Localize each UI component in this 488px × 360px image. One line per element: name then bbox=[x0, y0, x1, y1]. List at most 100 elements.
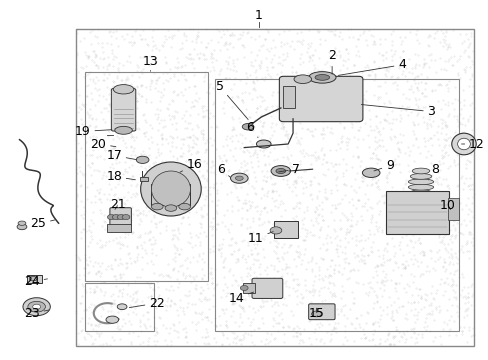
Point bbox=[157, 150, 164, 156]
Point bbox=[128, 72, 136, 78]
Point bbox=[342, 142, 350, 148]
Point bbox=[356, 312, 364, 318]
Point bbox=[174, 91, 182, 97]
Point bbox=[109, 153, 117, 159]
Point bbox=[390, 156, 398, 162]
Point bbox=[437, 153, 445, 158]
Point bbox=[307, 128, 315, 134]
Point bbox=[273, 320, 281, 326]
Point bbox=[262, 55, 270, 61]
Point bbox=[383, 118, 390, 124]
Point bbox=[163, 212, 171, 217]
Point bbox=[327, 161, 335, 166]
Point bbox=[394, 146, 402, 152]
Point bbox=[336, 201, 344, 206]
Point bbox=[270, 203, 278, 209]
Point bbox=[261, 341, 268, 347]
Point bbox=[452, 201, 460, 206]
Point bbox=[409, 299, 417, 305]
Point bbox=[109, 78, 117, 84]
Point bbox=[168, 139, 176, 144]
Point bbox=[240, 170, 248, 175]
Point bbox=[337, 271, 345, 277]
Point bbox=[179, 214, 187, 220]
Point bbox=[124, 231, 132, 237]
Point bbox=[438, 147, 446, 153]
Point bbox=[251, 190, 259, 196]
Point bbox=[133, 302, 141, 307]
Point bbox=[468, 62, 476, 67]
Point bbox=[116, 246, 124, 251]
Point bbox=[468, 214, 476, 220]
Point bbox=[329, 266, 337, 271]
Point bbox=[76, 183, 84, 189]
Point bbox=[161, 123, 168, 129]
Point bbox=[254, 325, 262, 331]
Point bbox=[359, 253, 367, 258]
Point bbox=[458, 87, 466, 93]
Point bbox=[366, 72, 374, 77]
Point bbox=[94, 40, 102, 46]
Point bbox=[397, 228, 405, 234]
Point bbox=[419, 224, 427, 230]
Point bbox=[179, 215, 187, 220]
Point bbox=[409, 131, 417, 137]
Point bbox=[192, 141, 200, 147]
Point bbox=[194, 55, 202, 61]
Point bbox=[373, 279, 381, 285]
Point bbox=[366, 32, 374, 38]
Point bbox=[128, 173, 136, 179]
Point bbox=[273, 302, 281, 308]
Point bbox=[325, 279, 332, 285]
Point bbox=[306, 41, 314, 46]
Point bbox=[147, 218, 155, 224]
Point bbox=[100, 212, 108, 217]
Point bbox=[114, 262, 122, 267]
Point bbox=[268, 64, 276, 70]
Point bbox=[254, 33, 262, 39]
Point bbox=[87, 199, 95, 205]
Point bbox=[426, 113, 433, 118]
Point bbox=[123, 261, 131, 266]
Point bbox=[380, 338, 388, 344]
Point bbox=[445, 134, 453, 140]
Point bbox=[166, 148, 174, 153]
Point bbox=[148, 139, 156, 144]
Point bbox=[240, 149, 247, 154]
Point bbox=[178, 272, 186, 278]
Point bbox=[121, 201, 129, 207]
Point bbox=[139, 239, 147, 244]
Point bbox=[93, 188, 101, 193]
Point bbox=[375, 41, 383, 47]
Text: 9: 9 bbox=[373, 159, 393, 172]
Point bbox=[268, 89, 276, 95]
Point bbox=[466, 33, 473, 39]
Point bbox=[154, 127, 162, 132]
Point bbox=[352, 233, 360, 239]
Point bbox=[246, 225, 254, 230]
Point bbox=[372, 144, 380, 150]
Point bbox=[327, 48, 335, 54]
Point bbox=[331, 321, 339, 327]
Point bbox=[276, 275, 284, 280]
Point bbox=[454, 119, 462, 125]
Point bbox=[156, 271, 164, 276]
Point bbox=[369, 321, 377, 327]
Point bbox=[339, 124, 347, 130]
Point bbox=[298, 217, 305, 222]
Point bbox=[450, 227, 458, 233]
Point bbox=[251, 69, 259, 75]
Point bbox=[165, 112, 173, 118]
Point bbox=[406, 83, 413, 89]
Point bbox=[97, 109, 104, 114]
Point bbox=[135, 54, 143, 60]
Point bbox=[100, 279, 108, 285]
Point bbox=[190, 171, 198, 176]
Point bbox=[200, 78, 207, 84]
Point bbox=[290, 256, 298, 262]
Point bbox=[425, 310, 432, 316]
Point bbox=[105, 101, 113, 107]
Point bbox=[435, 254, 443, 260]
Point bbox=[341, 244, 348, 250]
Point bbox=[108, 212, 116, 217]
